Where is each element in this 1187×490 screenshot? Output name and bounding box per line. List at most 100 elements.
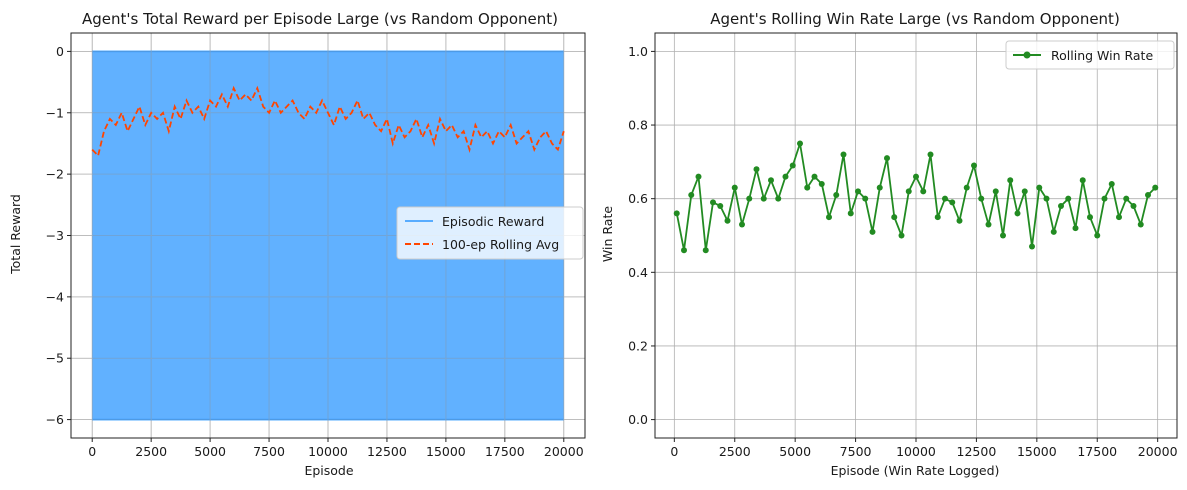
winrate-chart-x-label: Episode (Win Rate Logged) [831, 463, 1000, 478]
win-rate-point [1000, 232, 1006, 239]
win-rate-point [956, 217, 963, 224]
win-rate-point [673, 210, 680, 217]
reward-chart-y-label: Total Reward [8, 194, 23, 275]
winrate-chart-y-ticks: 0.0 0.2 0.4 0.6 0.8 1.0 [628, 44, 655, 427]
win-rate-point [1043, 195, 1050, 202]
win-rate-point [1029, 243, 1035, 250]
y-tick-label: 0.6 [628, 191, 648, 206]
win-rate-point [710, 199, 716, 206]
winrate-chart-y-label: Win Rate [600, 206, 615, 262]
win-rate-point [1123, 195, 1130, 202]
win-rate-point [963, 184, 970, 191]
win-rate-point [1072, 225, 1079, 232]
win-rate-point [1130, 203, 1137, 210]
win-rate-point [724, 217, 731, 224]
reward-chart-grid-overlay [71, 33, 585, 438]
win-rate-point [927, 151, 934, 158]
x-tick-label: 5000 [194, 444, 226, 459]
win-rate-point [746, 195, 753, 202]
win-rate-point [826, 214, 832, 221]
x-tick-label: 15000 [426, 444, 466, 459]
x-tick-label: 10000 [896, 444, 936, 459]
x-tick-label: 10000 [308, 444, 348, 459]
x-tick-label: 2500 [135, 444, 167, 459]
win-rate-point [920, 188, 927, 195]
win-rate-point [731, 184, 738, 191]
y-tick-label: 0.4 [628, 265, 648, 280]
win-rate-point [804, 184, 811, 191]
win-rate-point [1152, 184, 1159, 191]
win-rate-point [891, 214, 898, 221]
win-rate-point [978, 195, 985, 202]
win-rate-point [833, 192, 840, 198]
win-rate-point [775, 195, 782, 202]
win-rate-point [869, 228, 876, 235]
win-rate-point [789, 162, 796, 169]
win-rate-point [1058, 203, 1064, 210]
win-rate-point [1145, 192, 1151, 198]
reward-chart-legend: Episodic Reward 100-ep Rolling Avg [396, 206, 584, 260]
win-rate-point [1087, 214, 1093, 221]
legend-label-win-rate: Rolling Win Rate [1051, 48, 1153, 63]
win-rate-point [855, 188, 861, 195]
x-tick-label: 7500 [253, 444, 285, 459]
win-rate-point [847, 210, 854, 217]
win-rate-point [760, 195, 767, 202]
win-rate-point [1079, 177, 1086, 184]
x-tick-label: 17500 [485, 444, 525, 459]
y-tick-label: 1.0 [628, 44, 648, 59]
win-rate-point [1065, 195, 1072, 202]
winrate-chart-legend: Rolling Win Rate [1005, 40, 1175, 70]
win-rate-point [884, 155, 890, 162]
win-rate-point [688, 192, 695, 198]
win-rate-point [1116, 214, 1122, 221]
reward-chart: Agent's Total Reward per Episode Large (… [8, 10, 586, 478]
reward-chart-x-ticks: 0 2500 5000 7500 10000 12500 15000 17500 20000 [88, 438, 584, 459]
win-rate-point [1137, 221, 1144, 228]
winrate-chart-title: Agent's Rolling Win Rate Large (vs Rando… [710, 10, 1120, 28]
win-rate-point [985, 221, 992, 228]
y-tick-label: 0.2 [628, 338, 648, 353]
win-rate-point [1101, 195, 1108, 202]
win-rate-point [681, 247, 687, 254]
win-rate-point [913, 173, 919, 180]
win-rate-point [1014, 210, 1021, 217]
win-rate-point [753, 166, 760, 173]
x-tick-label: 12500 [367, 444, 407, 459]
win-rate-point [1036, 184, 1043, 191]
legend-label-episodic: Episodic Reward [442, 214, 544, 229]
win-rate-point [768, 177, 774, 184]
win-rate-point [782, 173, 789, 180]
y-tick-label: 0.8 [628, 118, 648, 133]
y-tick-label: 0.0 [628, 412, 648, 427]
win-rate-point [840, 151, 847, 158]
win-rate-point [702, 247, 709, 254]
win-rate-point [949, 199, 956, 206]
y-tick-label: −2 [46, 167, 64, 182]
x-tick-label: 17500 [1077, 444, 1117, 459]
y-tick-label: −4 [46, 289, 64, 304]
winrate-chart: Agent's Rolling Win Rate Large (vs Rando… [600, 10, 1178, 478]
rolling-avg-line [91, 85, 565, 158]
win-rate-point [934, 214, 941, 221]
y-tick-label: −5 [46, 351, 64, 366]
win-rate-point [862, 195, 869, 202]
win-rate-point [818, 180, 825, 187]
reward-chart-title: Agent's Total Reward per Episode Large (… [82, 10, 558, 28]
win-rate-point [717, 203, 724, 210]
y-tick-label: −6 [46, 412, 64, 427]
x-tick-label: 12500 [957, 444, 997, 459]
winrate-chart-grid [655, 33, 1177, 438]
win-rate-point [797, 140, 803, 147]
win-rate-point [1050, 228, 1057, 235]
win-rate-point [971, 162, 977, 169]
x-tick-label: 7500 [840, 444, 872, 459]
win-rate-point [1094, 232, 1101, 239]
win-rate-points [673, 140, 1159, 254]
reward-chart-y-ticks: 0 −1 −2 −3 −4 −5 −6 [46, 44, 71, 427]
x-tick-label: 2500 [719, 444, 751, 459]
legend-label-rolling-avg: 100-ep Rolling Avg [442, 237, 559, 252]
win-rate-point [739, 221, 745, 228]
x-tick-label: 0 [88, 444, 96, 459]
